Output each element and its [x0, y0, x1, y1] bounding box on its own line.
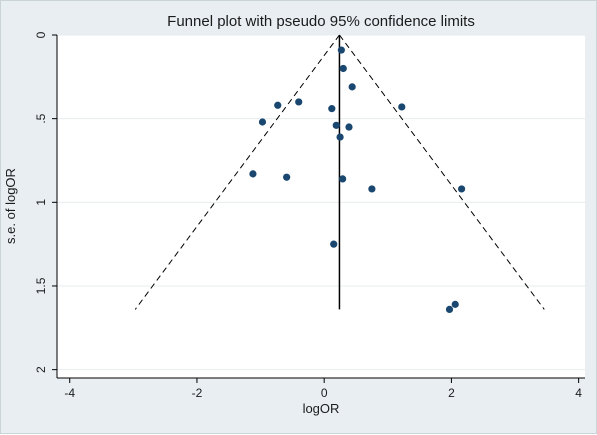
data-point [274, 101, 282, 109]
y-tick-label: 1.5 [34, 277, 48, 294]
x-tick-label: 0 [321, 386, 328, 400]
data-point [258, 118, 267, 126]
data-point [445, 305, 454, 313]
y-tick-label: 2 [34, 366, 48, 373]
x-axis-label: logOR [303, 401, 340, 416]
data-point [249, 170, 257, 178]
data-point [339, 64, 347, 73]
x-tick-label: 4 [575, 386, 582, 400]
y-tick-label: 0 [34, 31, 48, 38]
data-point [295, 98, 303, 106]
axes: -4 -2 0 2 4 0 .5 1 1.5 2 [34, 31, 585, 400]
y-tick-label: 1 [34, 199, 48, 206]
grid-lines [57, 34, 585, 371]
data-point [457, 185, 466, 193]
data-point [336, 133, 344, 141]
y-axis-label: s.e. of logOR [3, 168, 18, 244]
right-confidence-limit [339, 34, 545, 310]
data-point [339, 175, 347, 183]
x-tick-label: -2 [192, 386, 203, 400]
data-point [345, 123, 353, 131]
data-point [368, 185, 376, 193]
data-point [332, 121, 340, 129]
funnel-limits [134, 34, 545, 310]
data-point [328, 105, 336, 113]
data-point [398, 103, 406, 111]
data-point [348, 83, 356, 91]
data-point [337, 46, 345, 54]
data-points [249, 46, 466, 313]
data-point [451, 300, 459, 308]
data-point [283, 173, 291, 181]
data-point [330, 240, 338, 248]
chart-title: Funnel plot with pseudo 95% confidence l… [167, 13, 475, 30]
x-tick-label: -4 [64, 386, 75, 400]
x-tick-label: 2 [448, 386, 455, 400]
y-tick-label: .5 [34, 113, 48, 123]
left-confidence-limit [134, 34, 340, 310]
plot-region [57, 35, 585, 378]
